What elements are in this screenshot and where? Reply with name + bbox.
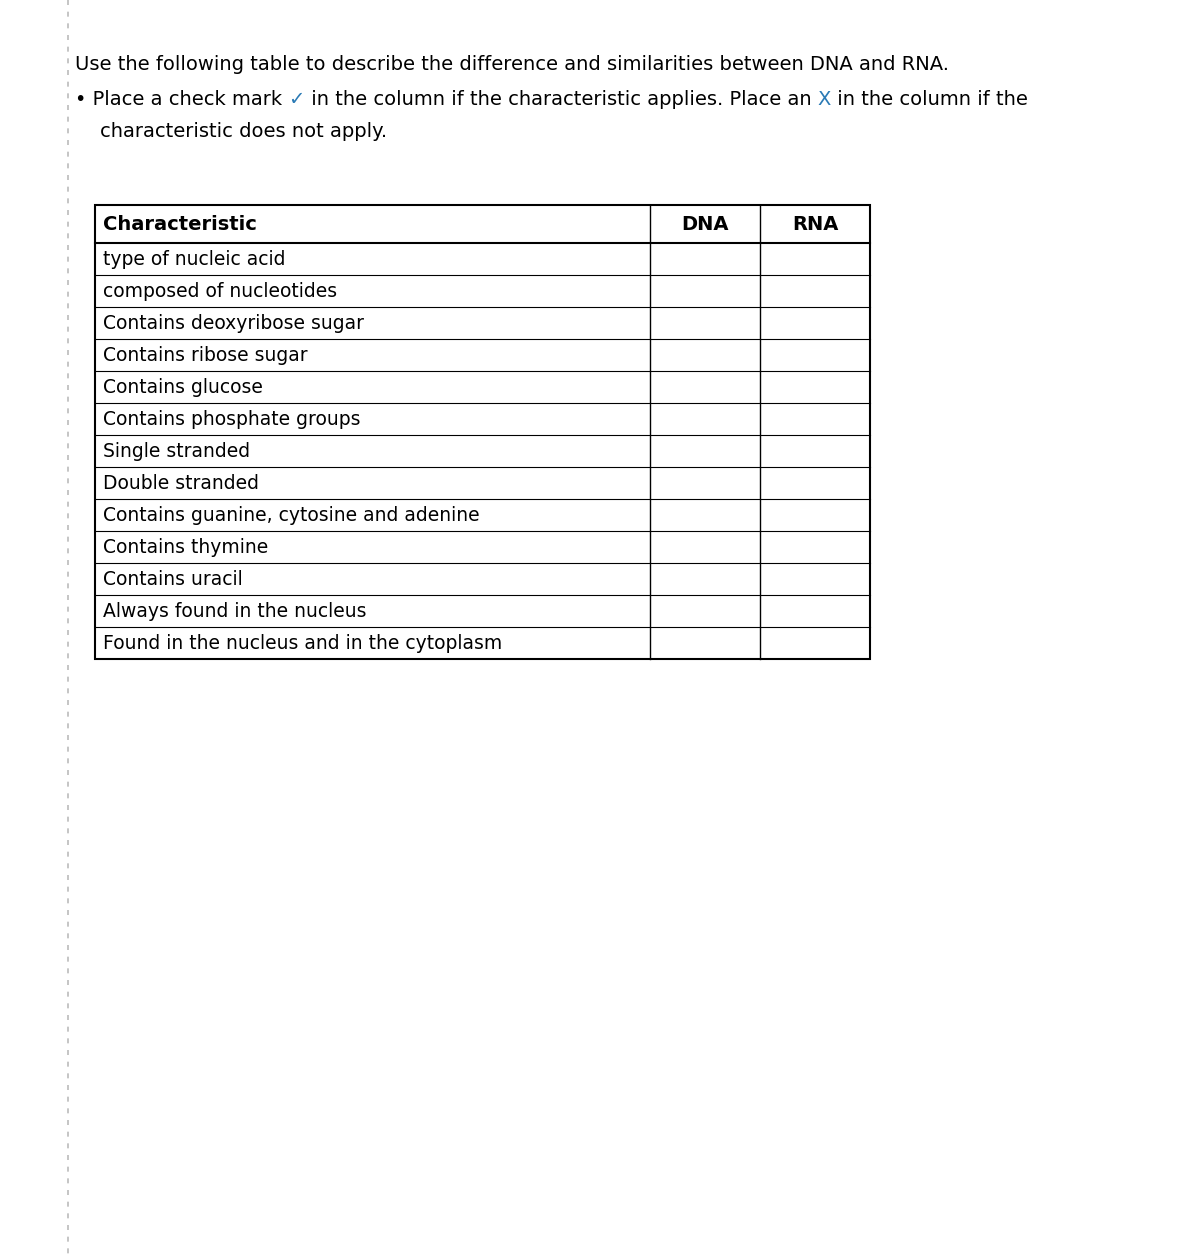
- Text: Double stranded: Double stranded: [103, 473, 259, 492]
- Text: DNA: DNA: [682, 214, 728, 233]
- Text: ✓: ✓: [288, 89, 305, 110]
- Text: Contains thymine: Contains thymine: [103, 538, 269, 556]
- Text: Characteristic: Characteristic: [103, 214, 257, 233]
- Text: X: X: [817, 89, 830, 110]
- Text: in the column if the characteristic applies. Place an: in the column if the characteristic appl…: [305, 89, 817, 110]
- Text: Contains phosphate groups: Contains phosphate groups: [103, 409, 360, 428]
- Text: Contains uracil: Contains uracil: [103, 569, 242, 588]
- Text: characteristic does not apply.: characteristic does not apply.: [74, 122, 388, 141]
- Text: Contains ribose sugar: Contains ribose sugar: [103, 345, 307, 365]
- Text: Single stranded: Single stranded: [103, 442, 250, 461]
- Text: Always found in the nucleus: Always found in the nucleus: [103, 602, 366, 621]
- Text: RNA: RNA: [792, 214, 838, 233]
- Text: Found in the nucleus and in the cytoplasm: Found in the nucleus and in the cytoplas…: [103, 633, 503, 652]
- Bar: [95, 205, 870, 658]
- Text: Use the following table to describe the difference and similarities between DNA : Use the following table to describe the …: [74, 55, 949, 74]
- Text: Contains guanine, cytosine and adenine: Contains guanine, cytosine and adenine: [103, 506, 480, 525]
- Text: in the column if the: in the column if the: [830, 89, 1028, 110]
- Text: Contains deoxyribose sugar: Contains deoxyribose sugar: [103, 313, 364, 332]
- Text: type of nucleic acid: type of nucleic acid: [103, 249, 286, 268]
- Text: composed of nucleotides: composed of nucleotides: [103, 282, 337, 301]
- Text: Contains glucose: Contains glucose: [103, 378, 263, 397]
- Text: • Place a check mark: • Place a check mark: [74, 89, 288, 110]
